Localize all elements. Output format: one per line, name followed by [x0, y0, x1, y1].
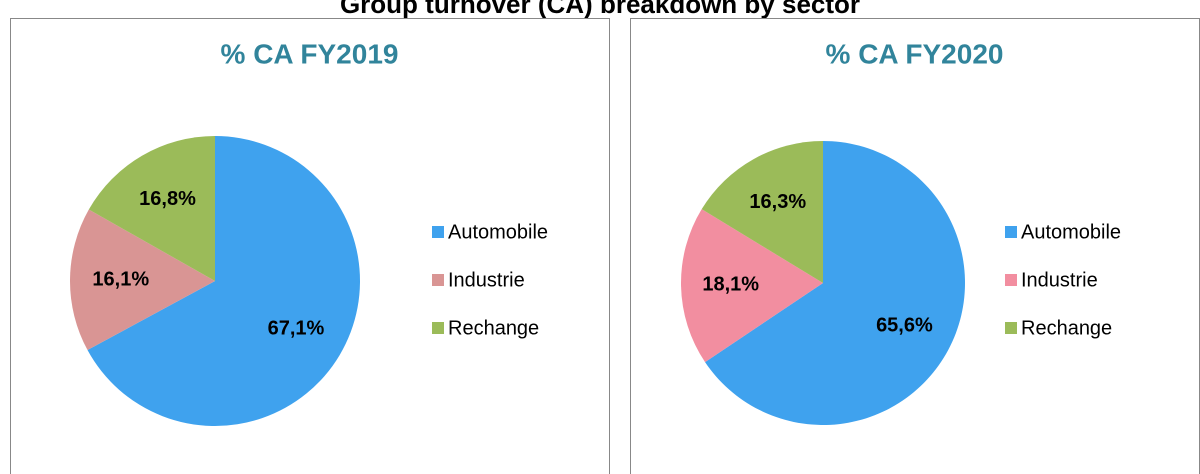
legend-label: Automobile: [1021, 221, 1121, 243]
value-label: 16,1%: [92, 268, 149, 290]
legend-swatch: [1005, 274, 1017, 286]
legend-label: Rechange: [448, 317, 539, 339]
legend-label: Industrie: [1021, 269, 1098, 291]
value-label: 65,6%: [876, 315, 933, 337]
legend-swatch: [432, 226, 444, 238]
value-label: 18,1%: [702, 273, 759, 295]
pie-slice: [680, 209, 823, 363]
legend-label: Rechange: [1021, 317, 1112, 339]
pie-slice: [705, 141, 965, 425]
legend-swatch: [1005, 226, 1017, 238]
chart-title: % CA FY2020: [826, 38, 1004, 69]
value-label: 16,8%: [139, 188, 196, 210]
pie-slice: [87, 136, 360, 426]
legend-label: Automobile: [448, 221, 548, 243]
page-title: Group turnover (CA) breakdown by sector: [340, 0, 860, 19]
value-label: 67,1%: [268, 318, 325, 340]
pie-slice: [88, 136, 215, 281]
legend-swatch: [432, 322, 444, 334]
pie-slice: [701, 141, 823, 283]
legend-label: Industrie: [448, 269, 525, 291]
chart-frame: [10, 18, 610, 474]
legend-swatch: [1005, 322, 1017, 334]
pie-slice: [69, 209, 215, 351]
legend-swatch: [432, 274, 444, 286]
value-label: 16,3%: [749, 191, 806, 213]
chart-title: % CA FY2019: [221, 38, 399, 69]
